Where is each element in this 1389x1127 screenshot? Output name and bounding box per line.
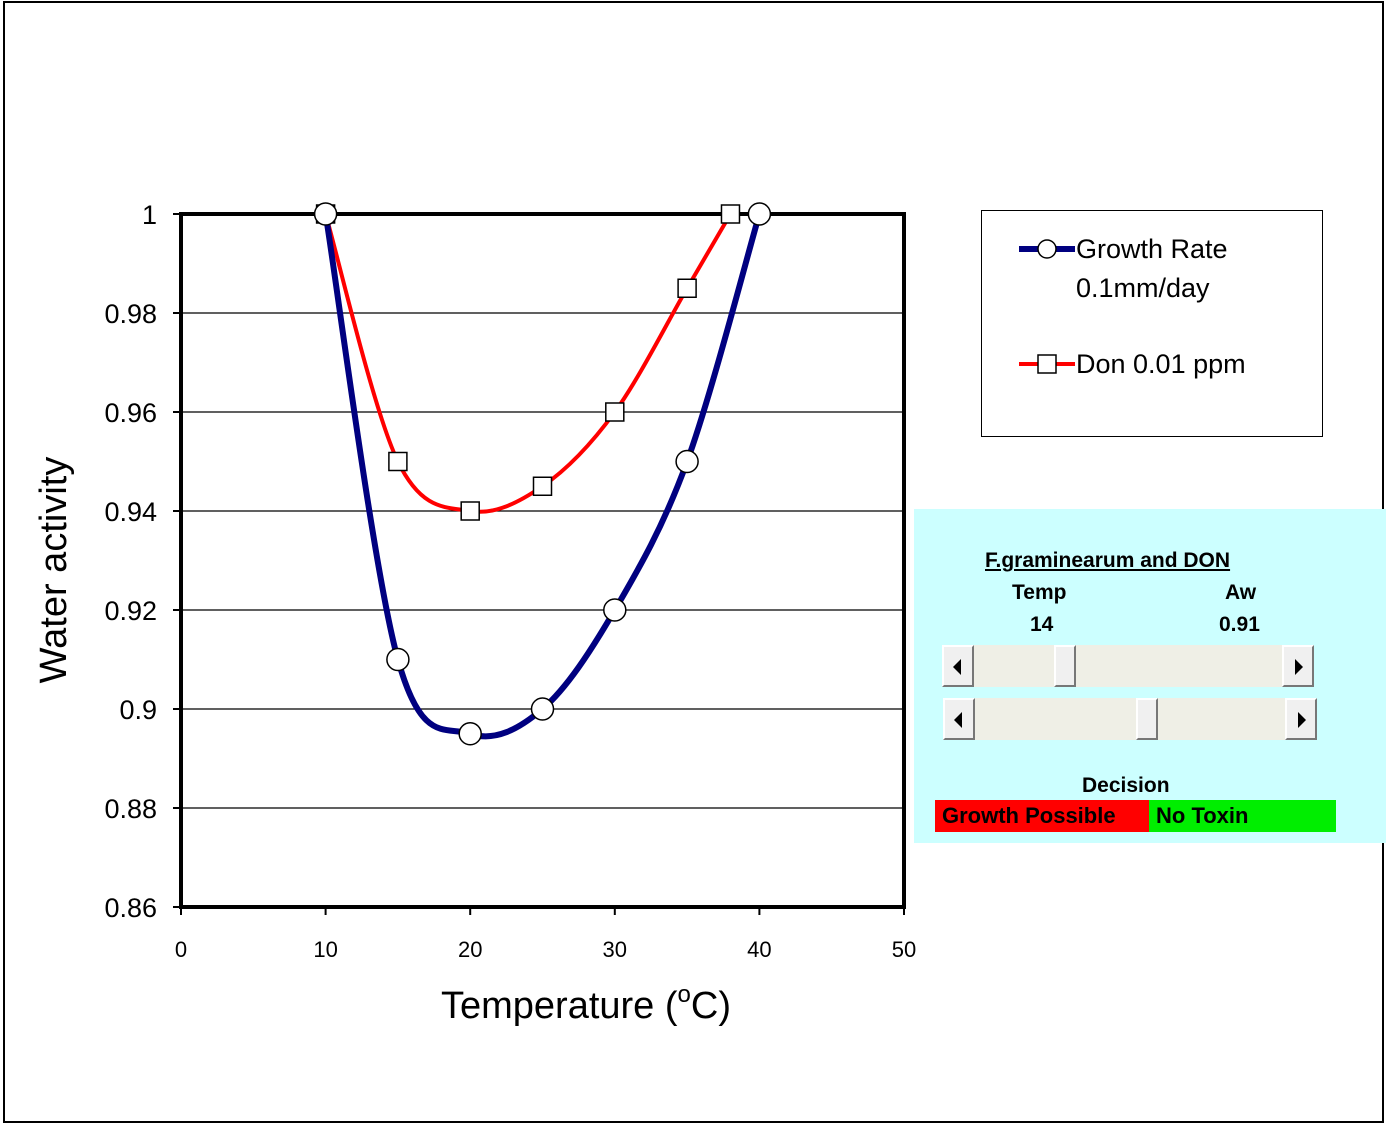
y-tick-label: 0.98 (104, 299, 157, 329)
don-point (460, 501, 480, 521)
x-axis-label-unit: C) (691, 985, 731, 1027)
legend-markers (1019, 239, 1075, 374)
y-axis-ticks: 0.86 0.88 0.9 0.92 0.94 0.96 0.98 1 (104, 200, 181, 923)
growth-rate-point (675, 449, 699, 474)
temp-slider-thumb[interactable] (1054, 645, 1077, 687)
y-tick-label: 0.94 (104, 497, 157, 527)
x-tick-label: 10 (313, 937, 337, 962)
legend-don-label: Don 0.01 ppm (1076, 349, 1246, 379)
arrow-left-icon (953, 659, 961, 675)
y-tick-label: 0.88 (104, 794, 157, 824)
panel-title: F.graminearum and DON (985, 549, 1231, 572)
y-tick-label: 0.9 (119, 695, 157, 725)
y-tick-label: 1 (142, 200, 157, 230)
grid-lines (181, 213, 904, 908)
aw-scrollbar[interactable] (943, 698, 1317, 740)
temp-scroll-right-button[interactable] (1282, 645, 1314, 687)
series-layer (313, 202, 772, 746)
legend-growth-label-2: 0.1mm/day (1076, 273, 1210, 303)
growth-rate-point (530, 697, 555, 721)
x-axis-label: Temperature (oC) (441, 981, 731, 1027)
don-point (605, 402, 625, 422)
don-point (532, 476, 553, 496)
don-point (388, 451, 408, 472)
x-tick-label: 40 (747, 937, 771, 962)
don-point (677, 278, 697, 298)
temp-value: 14 (1030, 613, 1054, 636)
legend-don-marker (1037, 354, 1057, 374)
y-axis-label: Water activity (33, 457, 75, 684)
aw-slider-thumb[interactable] (1136, 698, 1159, 740)
don-point (720, 204, 741, 224)
temp-scroll-left-button[interactable] (942, 645, 974, 687)
x-tick-label: 20 (458, 937, 482, 962)
decision-bar: Growth Possible No Toxin (935, 800, 1336, 832)
arrow-left-icon (954, 712, 962, 728)
control-panel: F.graminearum and DON Temp Aw 14 0.91 De… (914, 509, 1386, 843)
legend-growth-label-1: Growth Rate (1076, 234, 1228, 264)
aw-scroll-left-button[interactable] (943, 698, 975, 740)
x-axis-label-degree: o (678, 981, 691, 1008)
y-tick-label: 0.96 (104, 398, 157, 428)
legend: Growth Rate 0.1mm/day Don 0.01 ppm (981, 210, 1323, 437)
plot-area (179, 212, 906, 909)
temp-label: Temp (1012, 581, 1067, 604)
series-line-don (323, 212, 733, 514)
y-tick-label: 0.92 (104, 596, 157, 626)
arrow-right-icon (1295, 659, 1303, 675)
x-axis-label-main: Temperature ( (441, 985, 678, 1027)
aw-value: 0.91 (1219, 613, 1260, 636)
growth-rate-point (747, 202, 772, 226)
temp-scrollbar[interactable] (942, 645, 1314, 687)
y-tick-label: 0.86 (104, 893, 157, 923)
x-tick-label: 50 (892, 937, 916, 962)
legend-growth-marker (1037, 239, 1057, 259)
x-tick-label: 30 (603, 937, 627, 962)
x-axis-ticks: 0 10 20 30 40 50 (175, 907, 916, 962)
decision-growth-cell: Growth Possible (935, 800, 1149, 832)
growth-rate-point (313, 202, 338, 226)
growth-rate-point (603, 598, 627, 622)
aw-scroll-right-button[interactable] (1285, 698, 1317, 740)
decision-toxin-cell: No Toxin (1149, 800, 1336, 832)
growth-rate-point (458, 722, 482, 746)
growth-rate-point (386, 647, 410, 672)
decision-label: Decision (1082, 774, 1170, 797)
x-tick-label: 0 (175, 937, 187, 962)
arrow-right-icon (1298, 712, 1306, 728)
aw-label: Aw (1225, 581, 1257, 604)
